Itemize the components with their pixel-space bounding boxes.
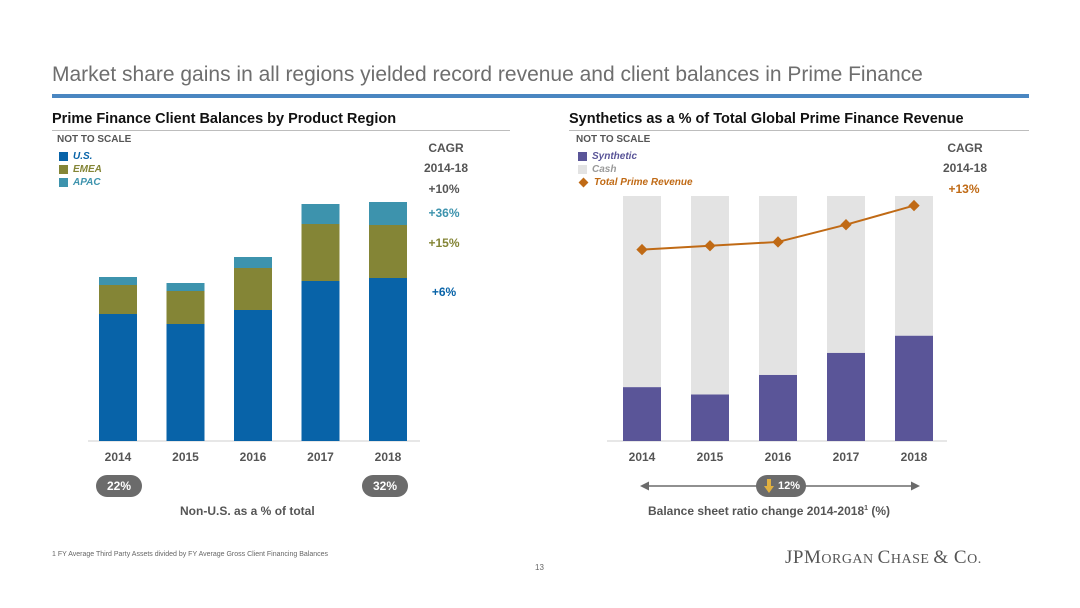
bar-synthetic-2017 <box>827 352 865 441</box>
bar-apac-2018 <box>369 202 407 225</box>
cagr-apac: +36% <box>428 206 460 220</box>
left-chart-caption: Non-U.S. as a % of total <box>180 504 315 518</box>
bar-cash-2018 <box>895 196 933 336</box>
revenue-point-2014 <box>636 243 648 256</box>
legend-label-synthetic: Synthetic <box>592 151 638 162</box>
bar-emea-2018 <box>369 225 407 278</box>
revenue-point-2015 <box>704 240 716 252</box>
legend-item-synthetic: Synthetic <box>578 150 693 163</box>
left-x-tick-2016: 2016 <box>240 450 267 464</box>
bar-synthetic-2016 <box>759 374 797 441</box>
left-x-tick-2014: 2014 <box>105 450 132 464</box>
legend-label-emea: EMEA <box>73 164 102 175</box>
right-caption-footnote-ref: 1 <box>864 505 869 512</box>
bar-synthetic-2014 <box>623 387 661 441</box>
ratio-change-pill: 12% <box>756 475 806 497</box>
legend-label-cash: Cash <box>592 164 617 175</box>
non-us-share-2018-pill: 32% <box>362 475 408 497</box>
right-x-tick-2017: 2017 <box>833 450 860 464</box>
bar-us-2018 <box>369 278 407 441</box>
right-title-divider <box>569 130 1029 131</box>
non-us-share-2014-pill: 22% <box>96 475 142 497</box>
footnote: 1 FY Average Third Party Assets divided … <box>52 551 329 558</box>
right-x-tick-2015: 2015 <box>697 450 724 464</box>
bar-cash-2015 <box>691 196 729 395</box>
title-divider <box>52 94 1029 98</box>
left-bar-chart: 2014 2015 2016 2017 2018 <box>88 202 420 464</box>
legend-label-revenue: Total Prime Revenue <box>594 177 693 188</box>
right-x-tick-2014: 2014 <box>629 450 656 464</box>
bar-us-2014 <box>99 314 137 441</box>
bar-emea-2016 <box>234 268 272 310</box>
cagr-revenue: +13% <box>948 182 980 196</box>
bar-cash-2014 <box>623 196 661 388</box>
bar-cash-2016 <box>759 196 797 375</box>
legend-item-cash: Cash <box>578 163 693 176</box>
left-cagr-header: CAGR 2014-18 <box>411 138 481 178</box>
bar-apac-2015 <box>166 283 205 291</box>
right-cagr-header: CAGR 2014-18 <box>930 138 1000 178</box>
cagr-us: +6% <box>431 285 457 299</box>
left-x-tick-2015: 2015 <box>172 450 199 464</box>
down-arrow-icon <box>764 479 774 493</box>
revenue-point-2017 <box>840 219 852 231</box>
right-chart-caption: Balance sheet ratio change 2014-20181 (%… <box>648 504 890 518</box>
revenue-point-2018 <box>908 199 920 212</box>
legend-label-apac: APAC <box>73 177 101 188</box>
right-cagr-header-label: CAGR <box>947 141 983 155</box>
right-caption-main: Balance sheet ratio change 2014-2018 <box>648 504 865 518</box>
left-legend: U.S. EMEA APAC <box>59 150 102 189</box>
page-number: 13 <box>535 563 544 572</box>
left-chart-title: Prime Finance Client Balances by Product… <box>52 111 397 127</box>
left-not-to-scale: NOT TO SCALE <box>57 134 132 145</box>
jpmorgan-logo: JPMORGAN CHASE & CO. <box>785 547 982 568</box>
bar-apac-2014 <box>99 277 137 285</box>
cagr-total: +10% <box>428 182 460 196</box>
legend-item-apac: APAC <box>59 176 102 189</box>
right-not-to-scale: NOT TO SCALE <box>576 134 651 145</box>
revenue-point-2016 <box>772 236 784 248</box>
legend-swatch-cash <box>578 165 587 174</box>
bar-emea-2015 <box>166 291 205 324</box>
bar-emea-2017 <box>301 224 340 281</box>
left-x-tick-2018: 2018 <box>375 450 402 464</box>
bar-emea-2014 <box>99 285 137 314</box>
legend-item-total-prime-revenue: Total Prime Revenue <box>578 176 693 189</box>
left-cagr-header-period: 2014-18 <box>423 161 469 175</box>
right-x-tick-2018: 2018 <box>901 450 928 464</box>
legend-swatch-emea <box>59 165 68 174</box>
right-bar-chart: 2014 2015 2016 2017 2018 <box>607 196 947 464</box>
left-cagr-header-label: CAGR <box>428 141 464 155</box>
left-title-divider <box>52 130 510 131</box>
bar-us-2015 <box>166 324 205 441</box>
legend-swatch-synthetic <box>578 152 587 161</box>
bar-us-2016 <box>234 310 272 441</box>
right-caption-tail: (%) <box>868 504 891 518</box>
legend-swatch-us <box>59 152 68 161</box>
legend-item-emea: EMEA <box>59 163 102 176</box>
bar-apac-2016 <box>234 257 272 268</box>
left-x-tick-2017: 2017 <box>307 450 334 464</box>
right-x-tick-2016: 2016 <box>765 450 792 464</box>
right-cagr-header-period: 2014-18 <box>942 161 988 175</box>
legend-swatch-apac <box>59 178 68 187</box>
legend-item-us: U.S. <box>59 150 102 163</box>
right-chart-title: Synthetics as a % of Total Global Prime … <box>569 111 964 127</box>
bar-us-2017 <box>301 281 340 441</box>
bar-synthetic-2015 <box>691 394 729 441</box>
right-legend: Synthetic Cash Total Prime Revenue <box>578 150 693 189</box>
slide-title: Market share gains in all regions yielde… <box>52 63 923 86</box>
cagr-emea: +15% <box>428 236 460 250</box>
ratio-change-value: 12% <box>778 480 801 492</box>
legend-label-us: U.S. <box>73 151 93 162</box>
bar-apac-2017 <box>301 204 340 224</box>
bar-synthetic-2018 <box>895 335 933 441</box>
